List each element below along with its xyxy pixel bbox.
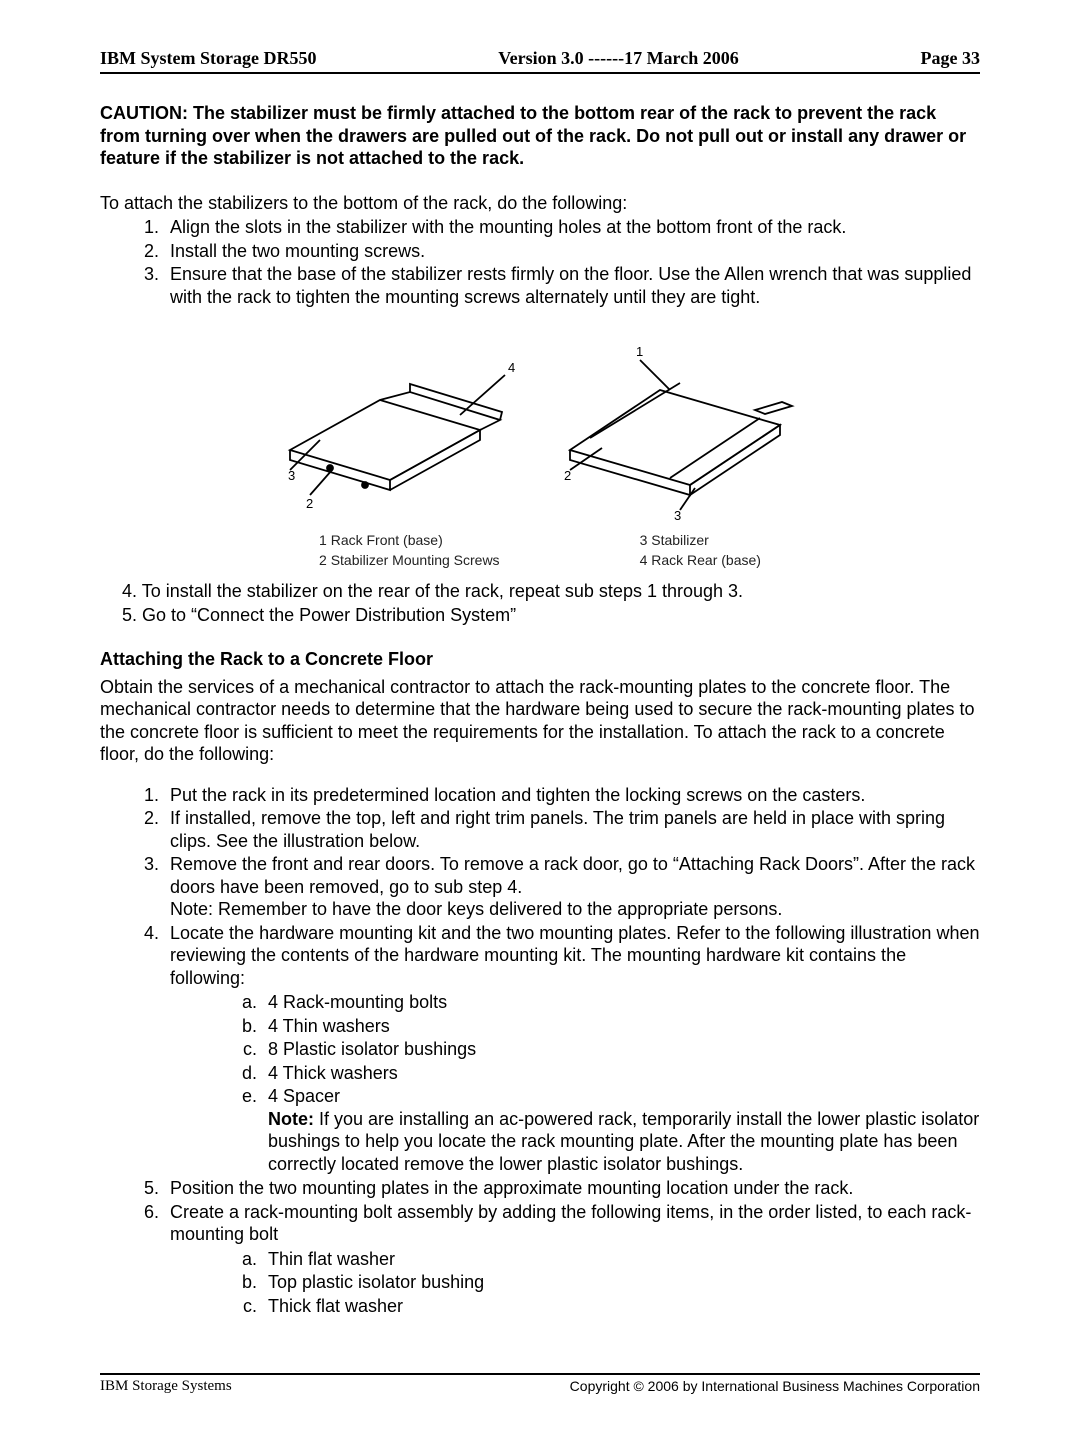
header-center: Version 3.0 ------17 March 2006 xyxy=(498,48,738,69)
legend-col-left: 1 Rack Front (base) 2 Stabilizer Mountin… xyxy=(319,531,500,570)
list-item: 4. To install the stabilizer on the rear… xyxy=(122,580,980,603)
callout-3b: 3 xyxy=(674,508,681,520)
callout-2b: 2 xyxy=(564,468,571,483)
list-item: Create a rack-mounting bolt assembly by … xyxy=(164,1201,980,1318)
note-text: Note: Remember to have the door keys del… xyxy=(170,899,782,919)
legend-item: 2 Stabilizer Mounting Screws xyxy=(319,551,500,571)
callout-1: 1 xyxy=(636,344,643,359)
section-heading: Attaching the Rack to a Concrete Floor xyxy=(100,649,980,670)
sub-list: 4 Rack-mounting bolts 4 Thin washers 8 P… xyxy=(170,991,980,1175)
footer-right: Copyright © 2006 by International Busine… xyxy=(570,1378,980,1395)
list-item: Locate the hardware mounting kit and the… xyxy=(164,922,980,1176)
post-diagram-steps: 4. To install the stabilizer on the rear… xyxy=(122,580,980,627)
legend-col-right: 3 Stabilizer 4 Rack Rear (base) xyxy=(640,531,761,570)
list-item: Thick flat washer xyxy=(262,1295,980,1318)
footer-left: IBM Storage Systems xyxy=(100,1378,232,1395)
list-item: Top plastic isolator bushing xyxy=(262,1271,980,1294)
list-item: Align the slots in the stabilizer with t… xyxy=(164,216,980,239)
list-item: Thin flat washer xyxy=(262,1248,980,1271)
stabilizer-diagram-svg: 3 2 4 1 2 3 xyxy=(260,320,820,520)
list-item: 4 Thick washers xyxy=(262,1062,980,1085)
legend-item: 1 Rack Front (base) xyxy=(319,531,500,551)
callout-4: 4 xyxy=(508,360,515,375)
list-item: Put the rack in its predetermined locati… xyxy=(164,784,980,807)
steps-list-1: Align the slots in the stabilizer with t… xyxy=(100,216,980,308)
header-right: Page 33 xyxy=(921,48,980,69)
page-footer: IBM Storage Systems Copyright © 2006 by … xyxy=(100,1373,980,1395)
intro-text: To attach the stabilizers to the bottom … xyxy=(100,192,980,215)
list-item: 5. Go to “Connect the Power Distribution… xyxy=(122,604,980,627)
note-body: If you are installing an ac-powered rack… xyxy=(268,1109,979,1174)
callout-3: 3 xyxy=(288,468,295,483)
section-paragraph: Obtain the services of a mechanical cont… xyxy=(100,676,980,766)
list-item: Remove the front and rear doors. To remo… xyxy=(164,853,980,921)
diagram: 3 2 4 1 2 3 1 Rack Front (base) 2 Stabil… xyxy=(100,320,980,570)
callout-2: 2 xyxy=(306,496,313,511)
list-item: 8 Plastic isolator bushings xyxy=(262,1038,980,1061)
legend-item: 4 Rack Rear (base) xyxy=(640,551,761,571)
list-item: If installed, remove the top, left and r… xyxy=(164,807,980,852)
note-label: Note: xyxy=(268,1109,314,1129)
list-item: Ensure that the base of the stabilizer r… xyxy=(164,263,980,308)
sub-list: Thin flat washer Top plastic isolator bu… xyxy=(170,1248,980,1318)
list-item: 4 Rack-mounting bolts xyxy=(262,991,980,1014)
diagram-legend: 1 Rack Front (base) 2 Stabilizer Mountin… xyxy=(100,531,980,570)
list-item: Install the two mounting screws. xyxy=(164,240,980,263)
list-item: 4 Spacer Note: If you are installing an … xyxy=(262,1085,980,1175)
caution-paragraph: CAUTION: The stabilizer must be firmly a… xyxy=(100,102,980,170)
page: IBM System Storage DR550 Version 3.0 ---… xyxy=(0,0,1080,1435)
page-header: IBM System Storage DR550 Version 3.0 ---… xyxy=(100,48,980,74)
header-left: IBM System Storage DR550 xyxy=(100,48,316,69)
list-item: 4 Thin washers xyxy=(262,1015,980,1038)
steps-list-2: Put the rack in its predetermined locati… xyxy=(100,784,980,1318)
legend-item: 3 Stabilizer xyxy=(640,531,761,551)
list-item: Position the two mounting plates in the … xyxy=(164,1177,980,1200)
